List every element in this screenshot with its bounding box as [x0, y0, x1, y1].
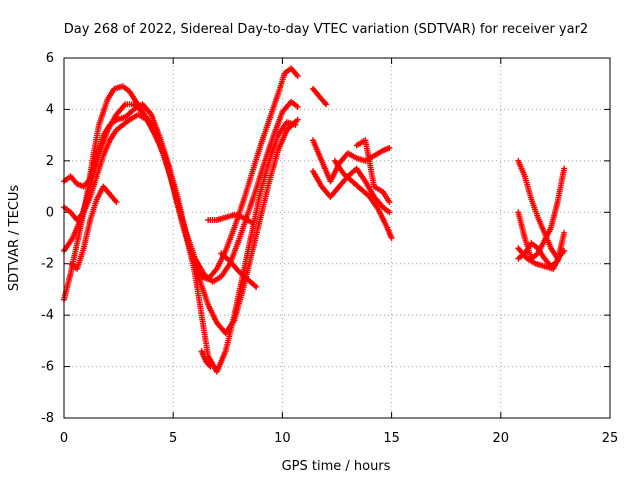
- series-track-l: [331, 157, 395, 241]
- series-track-q: [515, 245, 565, 272]
- series-track-n: [515, 157, 568, 262]
- data-trace-markers: [515, 167, 567, 261]
- y-tick-label: 0: [46, 205, 54, 220]
- series-track-g: [218, 250, 260, 290]
- x-tick-label: 20: [493, 431, 510, 446]
- series-track-h: [198, 348, 214, 370]
- y-axis-label: SDTVAR / TECUs: [7, 185, 22, 292]
- series-track-p: [515, 165, 568, 262]
- data-trace-markers: [332, 159, 394, 240]
- series-track-f: [205, 211, 255, 226]
- series-track-i: [309, 85, 330, 108]
- y-axis-ticks: -8 -6 -4 -2 0 2 4 6: [41, 51, 610, 426]
- y-tick-label: -6: [41, 360, 54, 375]
- data-trace-markers: [310, 139, 391, 183]
- plot-frame: [63, 57, 611, 419]
- data-points: [61, 65, 568, 375]
- y-tick-label: -8: [41, 411, 54, 426]
- y-tick-label: -4: [41, 308, 54, 323]
- y-tick-label: 2: [46, 154, 54, 169]
- data-trace-markers: [516, 246, 565, 272]
- data-trace-markers: [355, 138, 392, 204]
- data-trace-markers: [199, 349, 213, 369]
- x-axis-ticks: 0 5 10 15 20 25: [60, 58, 618, 446]
- y-tick-label: 6: [46, 51, 54, 66]
- data-trace-markers: [69, 185, 119, 271]
- chart-title: Day 268 of 2022, Sidereal Day-to-day VTE…: [64, 22, 588, 37]
- series-track-e: [67, 183, 120, 272]
- series-track-m: [353, 137, 393, 205]
- data-trace-markers: [207, 212, 254, 225]
- data-trace-markers: [62, 112, 300, 335]
- series-track-d: [61, 111, 301, 337]
- data-trace-markers: [219, 251, 258, 289]
- data-trace-markers: [310, 166, 391, 214]
- y-tick-label: 4: [46, 102, 54, 117]
- x-tick-label: 5: [169, 431, 177, 446]
- x-tick-label: 15: [383, 431, 400, 446]
- x-tick-label: 0: [60, 431, 68, 446]
- x-tick-label: 10: [274, 431, 291, 446]
- data-trace-markers: [311, 87, 328, 106]
- y-tick-label: -2: [41, 257, 54, 272]
- x-axis-label: GPS time / hours: [282, 459, 391, 474]
- x-tick-label: 25: [602, 431, 619, 446]
